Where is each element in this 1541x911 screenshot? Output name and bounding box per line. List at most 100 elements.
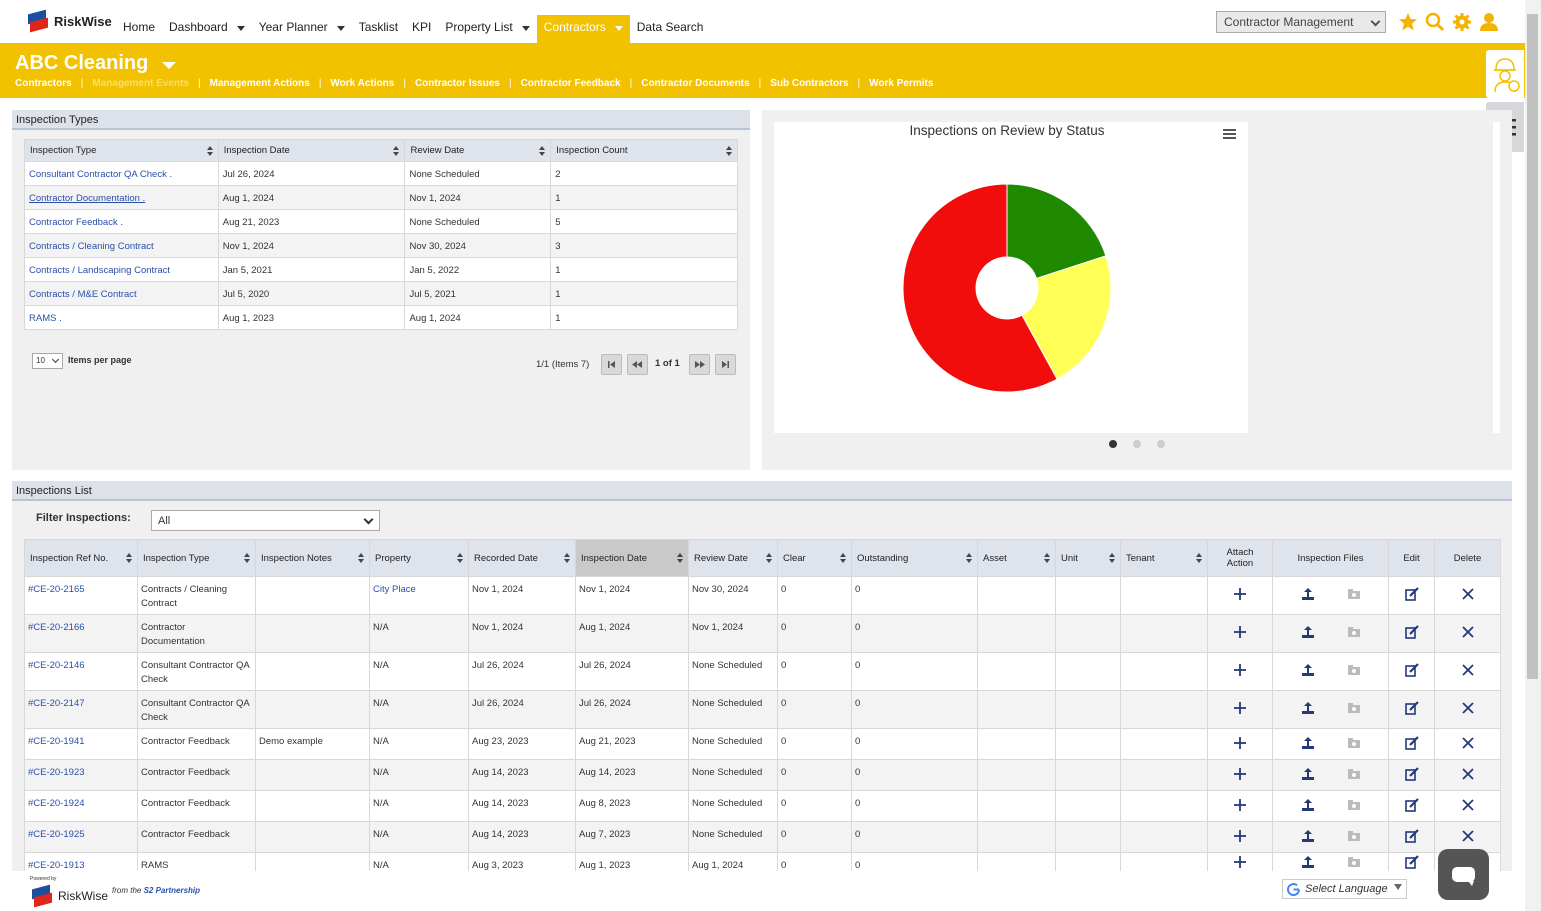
inspection-ref-link[interactable]: #CE-20-1925 xyxy=(28,829,85,840)
delete-icon[interactable] xyxy=(1460,766,1476,782)
column-header-tenant[interactable]: Tenant xyxy=(1120,539,1208,577)
inspection-type-link[interactable]: Contracts / M&E Contract xyxy=(29,289,137,300)
table-cell[interactable]: Consultant Contractor QA Check . xyxy=(24,161,219,186)
nav-item-data-search[interactable]: Data Search xyxy=(630,15,711,43)
edit-icon[interactable] xyxy=(1404,586,1420,602)
first-page-button[interactable] xyxy=(601,354,622,375)
plus-icon[interactable] xyxy=(1232,586,1248,602)
sort-icon[interactable] xyxy=(393,145,400,156)
plus-icon[interactable] xyxy=(1232,854,1248,870)
property-link[interactable]: City Place xyxy=(373,584,416,595)
column-header-review-date[interactable]: Review Date xyxy=(688,539,778,577)
chat-button[interactable] xyxy=(1438,849,1489,900)
table-cell[interactable]: #CE-20-1923 xyxy=(24,759,138,791)
plus-icon[interactable] xyxy=(1232,766,1248,782)
inspection-ref-link[interactable]: #CE-20-1923 xyxy=(28,767,85,778)
column-header-inspection-notes[interactable]: Inspection Notes xyxy=(255,539,370,577)
sort-icon[interactable] xyxy=(457,553,463,563)
nav-item-tasklist[interactable]: Tasklist xyxy=(352,15,405,43)
table-cell[interactable]: #CE-20-1924 xyxy=(24,790,138,822)
column-header-property[interactable]: Property xyxy=(369,539,469,577)
plus-icon[interactable] xyxy=(1232,624,1248,640)
nav-item-home[interactable]: Home xyxy=(116,15,162,43)
upload-icon[interactable] xyxy=(1300,797,1316,813)
nav-item-dashboard[interactable]: Dashboard xyxy=(162,15,252,43)
inspection-ref-link[interactable]: #CE-20-2147 xyxy=(28,698,85,709)
edit-icon[interactable] xyxy=(1404,735,1420,751)
sort-icon[interactable] xyxy=(726,145,732,156)
pie-slice-2[interactable] xyxy=(1021,255,1112,380)
folder-search-icon[interactable] xyxy=(1346,662,1362,678)
folder-search-icon[interactable] xyxy=(1346,766,1362,782)
delete-icon[interactable] xyxy=(1460,586,1476,602)
delete-icon[interactable] xyxy=(1460,735,1476,751)
nav-item-property-list[interactable]: Property List xyxy=(438,15,536,43)
edit-icon[interactable] xyxy=(1404,624,1420,640)
plus-icon[interactable] xyxy=(1232,662,1248,678)
sort-icon[interactable] xyxy=(539,145,546,156)
folder-search-icon[interactable] xyxy=(1346,735,1362,751)
table-cell[interactable]: Contracts / Landscaping Contract xyxy=(24,257,219,282)
subnav-item-contractors[interactable]: Contractors xyxy=(15,78,72,89)
folder-search-icon[interactable] xyxy=(1346,700,1362,716)
contractor-worker-icon[interactable] xyxy=(1486,50,1524,98)
page-scrollbar-thumb[interactable] xyxy=(1527,14,1538,679)
inspection-ref-link[interactable]: #CE-20-1941 xyxy=(28,736,85,747)
inspection-type-link[interactable]: Consultant Contractor QA Check . xyxy=(29,169,173,180)
riskwise-logo[interactable]: RiskWise xyxy=(26,9,112,33)
upload-icon[interactable] xyxy=(1300,700,1316,716)
table-cell[interactable]: City Place xyxy=(369,576,469,615)
column-header-inspection-type[interactable]: Inspection Type xyxy=(137,539,256,577)
upload-icon[interactable] xyxy=(1300,735,1316,751)
plus-icon[interactable] xyxy=(1232,700,1248,716)
subnav-item-contractor-feedback[interactable]: Contractor Feedback xyxy=(520,78,621,89)
table-cell[interactable]: #CE-20-2146 xyxy=(24,652,138,691)
nav-item-year-planner[interactable]: Year Planner xyxy=(252,15,352,43)
inspection-ref-link[interactable]: #CE-20-2165 xyxy=(28,584,85,595)
prev-page-button[interactable] xyxy=(627,354,648,375)
sort-icon[interactable] xyxy=(840,553,846,563)
plus-icon[interactable] xyxy=(1232,797,1248,813)
carousel-dot-1[interactable] xyxy=(1109,440,1117,448)
carousel-dot-3[interactable] xyxy=(1157,440,1165,448)
subnav-item-work-permits[interactable]: Work Permits xyxy=(869,78,934,89)
table-cell[interactable]: Contractor Feedback . xyxy=(24,209,219,234)
inspection-ref-link[interactable]: #CE-20-2166 xyxy=(28,622,85,633)
delete-icon[interactable] xyxy=(1460,797,1476,813)
next-page-button[interactable] xyxy=(689,354,710,375)
upload-icon[interactable] xyxy=(1300,854,1316,870)
inspection-ref-link[interactable]: #CE-20-1913 xyxy=(28,860,85,871)
folder-search-icon[interactable] xyxy=(1346,624,1362,640)
table-cell[interactable]: RAMS . xyxy=(24,305,219,330)
table-cell[interactable]: #CE-20-2166 xyxy=(24,614,138,653)
upload-icon[interactable] xyxy=(1300,828,1316,844)
upload-icon[interactable] xyxy=(1300,624,1316,640)
sort-icon[interactable] xyxy=(766,553,772,563)
column-header-asset[interactable]: Asset xyxy=(977,539,1056,577)
inspection-type-link[interactable]: Contracts / Cleaning Contract xyxy=(29,241,154,252)
edit-icon[interactable] xyxy=(1404,854,1420,870)
table-cell[interactable]: #CE-20-1941 xyxy=(24,728,138,760)
sort-icon[interactable] xyxy=(677,553,683,563)
upload-icon[interactable] xyxy=(1300,766,1316,782)
subnav-item-management-events[interactable]: Management Events xyxy=(92,78,189,89)
column-header-inspection-type[interactable]: Inspection Type xyxy=(24,139,219,162)
column-header-inspection-date[interactable]: Inspection Date xyxy=(217,139,406,162)
edit-icon[interactable] xyxy=(1404,700,1420,716)
inspection-type-link[interactable]: Contracts / Landscaping Contract xyxy=(29,265,170,276)
sort-icon[interactable] xyxy=(564,553,570,563)
column-header-unit[interactable]: Unit xyxy=(1055,539,1121,577)
sort-icon[interactable] xyxy=(244,553,250,563)
upload-icon[interactable] xyxy=(1300,662,1316,678)
pie-slice-3[interactable] xyxy=(902,183,1058,393)
sort-icon[interactable] xyxy=(1044,553,1050,563)
select-language[interactable]: Select Language xyxy=(1282,879,1407,899)
delete-icon[interactable] xyxy=(1460,624,1476,640)
sort-icon[interactable] xyxy=(358,553,364,563)
inspection-type-link[interactable]: Contractor Feedback . xyxy=(29,217,123,228)
last-page-button[interactable] xyxy=(715,354,736,375)
edit-icon[interactable] xyxy=(1404,828,1420,844)
search-icon[interactable] xyxy=(1425,12,1445,32)
upload-icon[interactable] xyxy=(1300,586,1316,602)
inspection-type-link[interactable]: Contractor Documentation . xyxy=(29,193,146,204)
